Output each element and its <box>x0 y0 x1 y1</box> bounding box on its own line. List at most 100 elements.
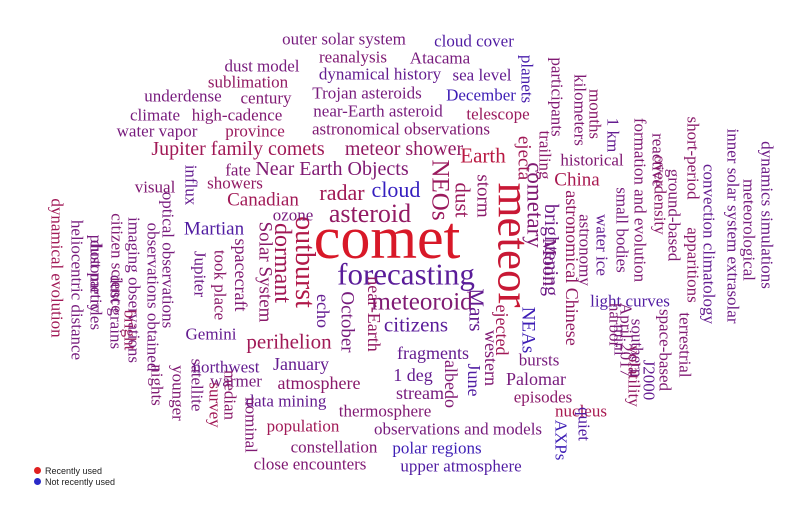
legend: Recently used Not recently used <box>34 465 115 487</box>
word-outer-solar-system: outer solar system <box>282 29 406 49</box>
word-december: December <box>446 85 516 105</box>
word-forecasting: forecasting <box>337 256 475 292</box>
word-cloud: cloud <box>371 177 421 202</box>
word-nucleus: nucleus <box>555 401 607 421</box>
word-near-earth-asteroid: near-Earth asteroid <box>313 101 443 121</box>
word-convection-climatology: convection climatology <box>699 163 719 325</box>
word-mars: Mars <box>464 288 489 332</box>
word-asteroid: asteroid <box>328 199 412 228</box>
word-fate: fate <box>225 160 251 180</box>
word-century: century <box>240 88 292 108</box>
word-dynamical-history: dynamical history <box>318 64 442 84</box>
word-ejecta: ejecta <box>513 135 535 181</box>
word-close-encounters: close encounters <box>253 454 367 474</box>
legend-recent-label: Recently used <box>45 465 103 476</box>
word-astronomy: astronomy <box>575 214 595 286</box>
word-nights: nights <box>147 364 167 406</box>
word-formation-and-evolution: formation and evolution <box>630 117 650 283</box>
word-water-ice: water ice <box>592 214 612 276</box>
word-echo: echo <box>313 294 333 328</box>
word-telescope: telescope <box>466 104 530 124</box>
word-reanalysis: reanalysis <box>319 47 387 67</box>
word-water-vapor: water vapor <box>116 121 198 141</box>
word-underdense: underdense <box>144 86 222 106</box>
word-northwest: northwest <box>192 357 260 377</box>
word-citizens: citizens <box>383 312 449 337</box>
word-martian: Martian <box>183 218 245 240</box>
word-neos: NEOs <box>426 159 454 221</box>
word-polar-regions: polar regions <box>392 438 482 458</box>
word-canadian: Canadian <box>227 189 299 211</box>
word-climate: climate <box>129 105 181 125</box>
word-near-earth: near-Earth <box>364 276 384 352</box>
word-small-bodies: small bodies <box>612 187 632 273</box>
word-observations-and-models: observations and models <box>373 419 543 439</box>
word-satellite: satellite <box>187 358 207 412</box>
word-atmosphere: atmosphere <box>277 373 361 393</box>
word-cloud-cover: cloud cover <box>434 31 514 51</box>
not-recent-dot-icon <box>34 478 41 485</box>
word-warmer: warmer <box>210 371 262 391</box>
word-bright: bright <box>120 309 140 351</box>
word-constellation: constellation <box>290 437 378 457</box>
word-bursts: bursts <box>518 350 560 370</box>
word-comet: comet <box>313 205 461 271</box>
word-dynamics-simulations: dynamics simulations <box>757 141 777 289</box>
word-stream: stream <box>396 383 444 403</box>
word-episodes: episodes <box>513 387 573 407</box>
word-younger: younger <box>168 365 188 421</box>
word-moon: Moon <box>538 238 560 286</box>
word-ground-based: ground-based <box>664 168 684 262</box>
word-jupiter: Jupiter <box>190 250 210 298</box>
word-thermosphere: thermosphere <box>338 401 432 421</box>
word-perihelion: perihelion <box>246 329 332 354</box>
word-meteor-shower: meteor shower <box>344 138 464 160</box>
word-axps: AXPs <box>551 419 571 461</box>
word-sea-level: sea level <box>452 65 512 85</box>
word-heliocentric-distance: heliocentric distance <box>67 219 87 361</box>
word-china: China <box>554 169 600 191</box>
word-earth: Earth <box>460 143 506 168</box>
word-storm: storm <box>472 174 494 218</box>
word-quiet: quiet <box>574 407 594 441</box>
word-1-deg: 1 deg <box>393 365 433 385</box>
word-dynamical-evolution: dynamical evolution <box>47 198 67 338</box>
word-data-mining: data mining <box>245 391 327 411</box>
word-historical: historical <box>560 150 624 170</box>
word-astronomical-observations: astronomical observations <box>312 119 490 139</box>
word-meteorological: meteorological <box>739 179 759 281</box>
word-atacama: Atacama <box>409 48 471 68</box>
recent-dot-icon <box>34 467 41 474</box>
word-dust: dust <box>450 182 475 218</box>
word-western: western <box>481 330 501 386</box>
word-sublimation: sublimation <box>207 72 289 92</box>
word-visual: visual <box>134 177 176 197</box>
word-light-curves: light curves <box>590 291 670 311</box>
word-months: months <box>585 88 605 140</box>
word-radar: radar <box>319 180 365 205</box>
word-space-based: space-based <box>655 308 675 392</box>
word-high-cadence: high-cadence <box>191 105 283 125</box>
word-photometry: photometry <box>86 234 106 314</box>
word-median: median <box>220 369 240 421</box>
word-observations-obtained: observations obtained <box>143 222 163 372</box>
word-solar-system: Solar System <box>254 221 276 323</box>
word-october: October <box>336 291 358 353</box>
word-spacecraft: spacecraft <box>231 238 251 312</box>
word-trailing: trailing <box>535 130 555 180</box>
word-terrestrial: terrestrial <box>675 312 695 378</box>
word-near-earth-objects: Near Earth Objects <box>255 158 409 180</box>
word-nominal: nominal <box>241 397 261 453</box>
word-fragments: fragments <box>397 343 469 363</box>
word-ozone: ozone <box>272 205 314 225</box>
word-1-km: 1 km <box>603 117 623 153</box>
word-trojan-asteroids: Trojan asteroids <box>312 83 422 103</box>
word-planets: planets <box>517 54 537 104</box>
word-albedo: albedo <box>441 360 461 408</box>
word-jupiter-family-comets: Jupiter family comets <box>151 138 325 160</box>
word-province: province <box>225 121 285 141</box>
word-showers: showers <box>207 173 263 193</box>
word-neas: NEAs <box>517 306 539 354</box>
word-dust-model: dust model <box>224 56 300 76</box>
